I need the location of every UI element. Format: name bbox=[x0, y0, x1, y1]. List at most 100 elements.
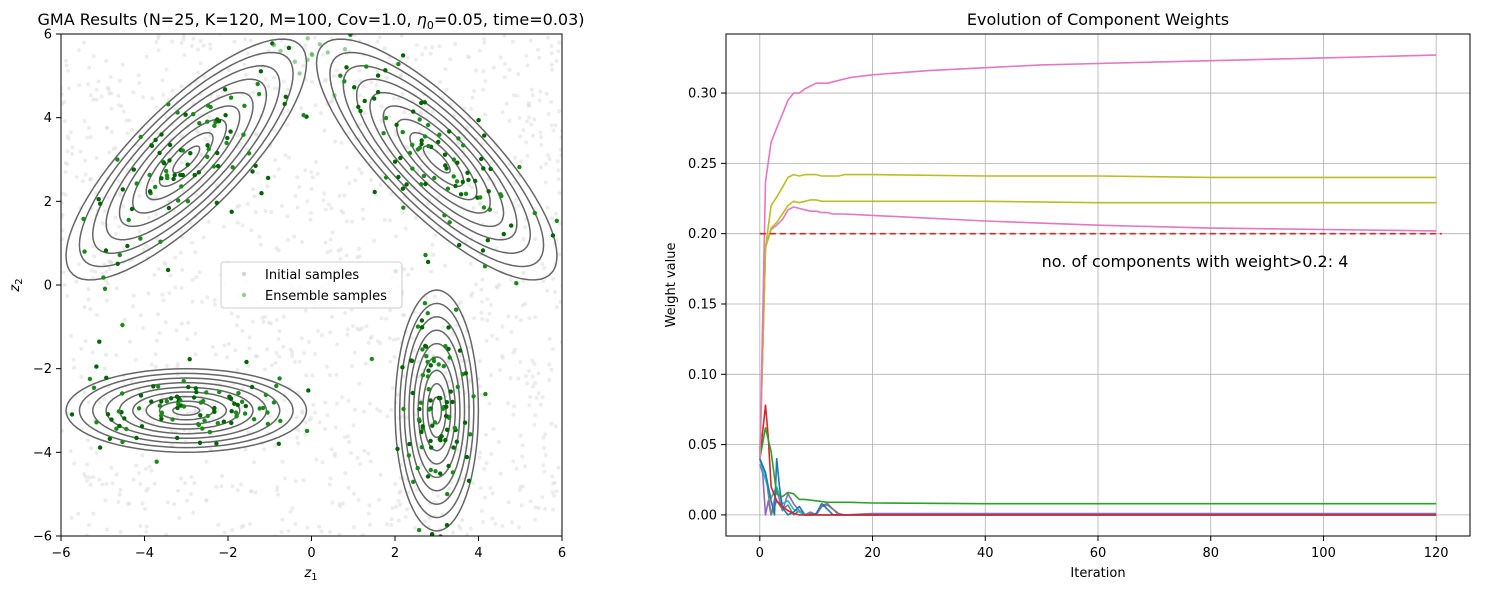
ensemble-sample-point bbox=[125, 243, 130, 249]
contour-line bbox=[394, 289, 480, 532]
ensemble-sample-point bbox=[153, 137, 158, 143]
initial-sample-point bbox=[309, 170, 314, 174]
ensemble-sample-point bbox=[358, 108, 363, 114]
initial-sample-point bbox=[221, 224, 226, 229]
initial-sample-point bbox=[105, 195, 110, 200]
initial-sample-point bbox=[87, 475, 92, 480]
initial-sample-point bbox=[478, 450, 483, 455]
ensemble-sample-point bbox=[159, 399, 164, 404]
ensemble-sample-point bbox=[445, 427, 450, 432]
initial-sample-point bbox=[117, 224, 121, 229]
initial-sample-point bbox=[369, 80, 374, 85]
initial-sample-point bbox=[536, 47, 540, 52]
ensemble-sample-point bbox=[124, 426, 129, 432]
initial-sample-point bbox=[556, 49, 561, 54]
ensemble-sample-point bbox=[196, 170, 201, 175]
y-tick-label: −6 bbox=[33, 530, 52, 545]
initial-sample-point bbox=[528, 38, 533, 43]
initial-sample-point bbox=[107, 267, 112, 272]
initial-sample-point bbox=[542, 266, 547, 271]
ensemble-sample-point bbox=[408, 358, 414, 363]
initial-sample-point bbox=[90, 350, 95, 355]
initial-sample-point bbox=[507, 67, 512, 72]
initial-sample-point bbox=[137, 81, 142, 85]
initial-sample-point bbox=[359, 171, 364, 175]
initial-sample-point bbox=[328, 476, 333, 481]
initial-sample-point bbox=[512, 180, 517, 185]
initial-sample-point bbox=[497, 368, 502, 373]
initial-sample-point bbox=[243, 36, 247, 41]
y-tick-label: −4 bbox=[33, 446, 52, 461]
ensemble-sample-point bbox=[426, 368, 431, 373]
initial-sample-point bbox=[61, 270, 66, 275]
initial-sample-point bbox=[141, 247, 146, 252]
right-y-ticks: 0.00 0.05 0.10 0.15 0.20 0.25 0.30 bbox=[688, 87, 726, 523]
initial-sample-point bbox=[114, 472, 119, 477]
ensemble-sample-point bbox=[225, 135, 230, 141]
initial-sample-point bbox=[251, 90, 256, 95]
initial-sample-point bbox=[190, 43, 194, 48]
ensemble-sample-point bbox=[453, 183, 458, 189]
ensemble-sample-point bbox=[450, 399, 455, 405]
initial-sample-point bbox=[477, 455, 482, 460]
initial-sample-point bbox=[118, 529, 123, 534]
initial-sample-point bbox=[388, 359, 393, 364]
initial-sample-point bbox=[265, 347, 270, 352]
ensemble-sample-point bbox=[215, 421, 220, 426]
initial-sample-point bbox=[280, 517, 285, 522]
contour-line bbox=[382, 105, 491, 214]
initial-sample-point bbox=[130, 127, 134, 132]
initial-sample-point bbox=[438, 80, 443, 84]
x-tick-label: 60 bbox=[1090, 546, 1107, 561]
initial-sample-point bbox=[338, 256, 343, 261]
initial-sample-point bbox=[204, 498, 209, 503]
ensemble-sample-point bbox=[186, 384, 191, 390]
initial-sample-point bbox=[186, 320, 191, 325]
initial-sample-point bbox=[532, 422, 537, 427]
ensemble-sample-point bbox=[176, 395, 181, 401]
initial-sample-point bbox=[155, 236, 159, 241]
ensemble-sample-point bbox=[446, 463, 451, 469]
initial-sample-point bbox=[419, 111, 424, 115]
ensemble-sample-point bbox=[443, 438, 448, 443]
initial-sample-point bbox=[500, 355, 505, 360]
initial-sample-point bbox=[203, 136, 208, 141]
initial-sample-point bbox=[286, 529, 291, 533]
ensemble-sample-point bbox=[421, 173, 427, 179]
initial-sample-point bbox=[330, 230, 335, 235]
left-y-ticks: −6 −4 −2 0 2 4 6 bbox=[33, 28, 61, 545]
initial-sample-point bbox=[351, 423, 356, 428]
initial-sample-point bbox=[414, 43, 419, 48]
initial-sample-point bbox=[283, 153, 288, 158]
initial-sample-point bbox=[402, 110, 407, 115]
initial-sample-point bbox=[554, 489, 559, 494]
initial-sample-point bbox=[131, 304, 136, 309]
ensemble-sample-point bbox=[172, 173, 177, 178]
initial-sample-point bbox=[338, 504, 343, 509]
initial-sample-point bbox=[299, 106, 304, 111]
initial-sample-point bbox=[276, 336, 281, 341]
ensemble-sample-point bbox=[400, 129, 405, 135]
initial-sample-point bbox=[352, 491, 356, 496]
initial-sample-point bbox=[332, 451, 337, 456]
x-tick-label: 0 bbox=[756, 546, 764, 561]
initial-sample-point bbox=[232, 39, 237, 44]
ensemble-sample-point bbox=[425, 259, 431, 265]
initial-sample-point bbox=[547, 362, 552, 367]
initial-sample-point bbox=[507, 162, 512, 167]
ensemble-sample-point bbox=[473, 178, 478, 184]
ensemble-sample-point bbox=[432, 420, 438, 425]
initial-sample-point bbox=[68, 130, 73, 135]
initial-sample-point bbox=[200, 407, 205, 412]
right-y-axis-label: Weight value bbox=[664, 243, 679, 328]
initial-sample-point bbox=[165, 500, 170, 505]
initial-sample-point bbox=[394, 234, 399, 239]
initial-sample-point bbox=[103, 278, 108, 283]
initial-sample-point bbox=[185, 337, 190, 342]
ensemble-sample-point bbox=[138, 134, 143, 140]
initial-sample-point bbox=[498, 471, 503, 476]
initial-sample-point bbox=[151, 179, 156, 183]
initial-sample-point bbox=[382, 217, 387, 222]
ensemble-sample-point bbox=[129, 206, 135, 212]
